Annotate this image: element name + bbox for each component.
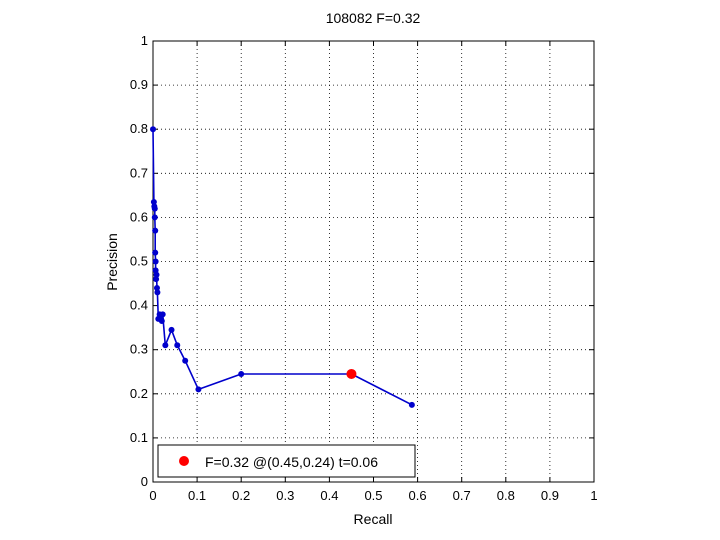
data-point [168,326,175,333]
data-point [152,227,159,234]
y-tick-label: 0.9 [130,77,148,92]
x-tick-label: 0.6 [409,488,427,503]
data-point [162,342,169,349]
y-tick-label: 0.3 [130,342,148,357]
data-point [150,198,157,205]
data-point [154,289,161,296]
data-point [152,249,159,256]
x-tick-label: 0.9 [541,488,559,503]
data-point [159,311,166,318]
x-tick-label: 0.5 [364,488,382,503]
data-point [153,276,160,283]
x-tick-label: 0 [149,488,156,503]
data-point [195,386,202,393]
series-path [152,129,413,406]
data-point [408,401,415,408]
x-tick-label: 0.3 [276,488,294,503]
x-tick-label: 0.7 [453,488,471,503]
y-tick-label: 0.5 [130,254,148,269]
y-tick-label: 0.8 [130,121,148,136]
data-point [151,205,158,212]
y-tick-label: 0.4 [130,298,148,313]
data-point [158,318,165,325]
x-tick-label: 1 [590,488,597,503]
grid-lines [153,41,594,482]
x-tick-label: 0.2 [232,488,250,503]
x-tick-label: 0.1 [188,488,206,503]
data-point [150,126,156,133]
legend-marker [179,456,189,466]
x-tick-label: 0.4 [320,488,338,503]
y-tick-label: 0.7 [130,165,148,180]
data-point [152,258,159,265]
data-point [151,214,158,221]
y-tick-label: 0.1 [130,430,148,445]
y-tick-label: 1 [141,33,148,48]
y-tick-label: 0.2 [130,386,148,401]
data-point [174,342,181,349]
data-point [153,271,160,278]
axis-ticks: 0 0.1 0.2 0.3 0.4 0.5 0.6 0.7 0.8 0.9 1 0 0.1 0.2 0.3 0… [130,33,598,503]
x-tick-label: 0.8 [497,488,515,503]
legend-text: F=0.32 @(0.45,0.24) t=0.06 [205,454,378,470]
data-point [182,357,189,364]
data-point [238,370,245,377]
series-line [150,126,415,408]
best-point-marker [346,368,357,379]
y-tick-label: 0.6 [130,209,148,224]
x-axis-label: Recall [354,511,393,527]
y-tick-label: 0 [141,474,148,489]
data-point [153,284,160,291]
y-axis-label: Precision [104,233,120,291]
best-f-point [346,368,357,379]
legend: F=0.32 @(0.45,0.24) t=0.06 [157,444,416,478]
legend-box [157,444,416,478]
chart-title: 108082 F=0.32 [326,10,421,26]
